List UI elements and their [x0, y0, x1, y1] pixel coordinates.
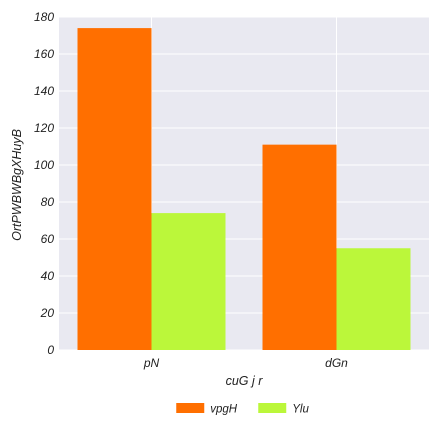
y-tick-label: 160 — [34, 47, 54, 61]
bar-vpgH-dGn — [262, 144, 337, 350]
bars — [77, 28, 411, 350]
y-tick-label: 120 — [34, 121, 54, 135]
y-tick-label: 180 — [34, 10, 54, 24]
y-tick-label: 140 — [34, 84, 54, 98]
y-tick-label: 40 — [41, 269, 55, 283]
legend-label-Ylu: Ylu — [292, 404, 309, 416]
x-tick-label: dGn — [325, 356, 348, 370]
x-tick-labels: pN dGn — [143, 356, 348, 370]
y-tick-label: 60 — [41, 232, 55, 246]
y-tick-label: 80 — [41, 195, 55, 209]
bar-vpgH-pN — [77, 28, 152, 350]
y-tick-labels: 0 20 40 60 80 100 120 140 160 180 — [34, 10, 54, 357]
bar-Ylu-pN — [151, 213, 226, 350]
y-tick-label: 20 — [40, 306, 55, 320]
legend-swatch-Ylu — [258, 403, 287, 413]
legend-swatch-vpgH — [176, 403, 205, 413]
legend-label-vpgH: vpgH — [210, 404, 238, 416]
bar-Ylu-dGn — [336, 248, 411, 350]
x-axis-title: cuG j r — [226, 374, 264, 388]
y-tick-label: 100 — [34, 158, 54, 172]
y-tick-label: 0 — [47, 343, 54, 357]
x-tick-label: pN — [143, 356, 160, 370]
legend: vpgH Ylu — [176, 403, 309, 416]
y-axis-title: OrtPWBWBgXHuyB — [10, 129, 24, 241]
